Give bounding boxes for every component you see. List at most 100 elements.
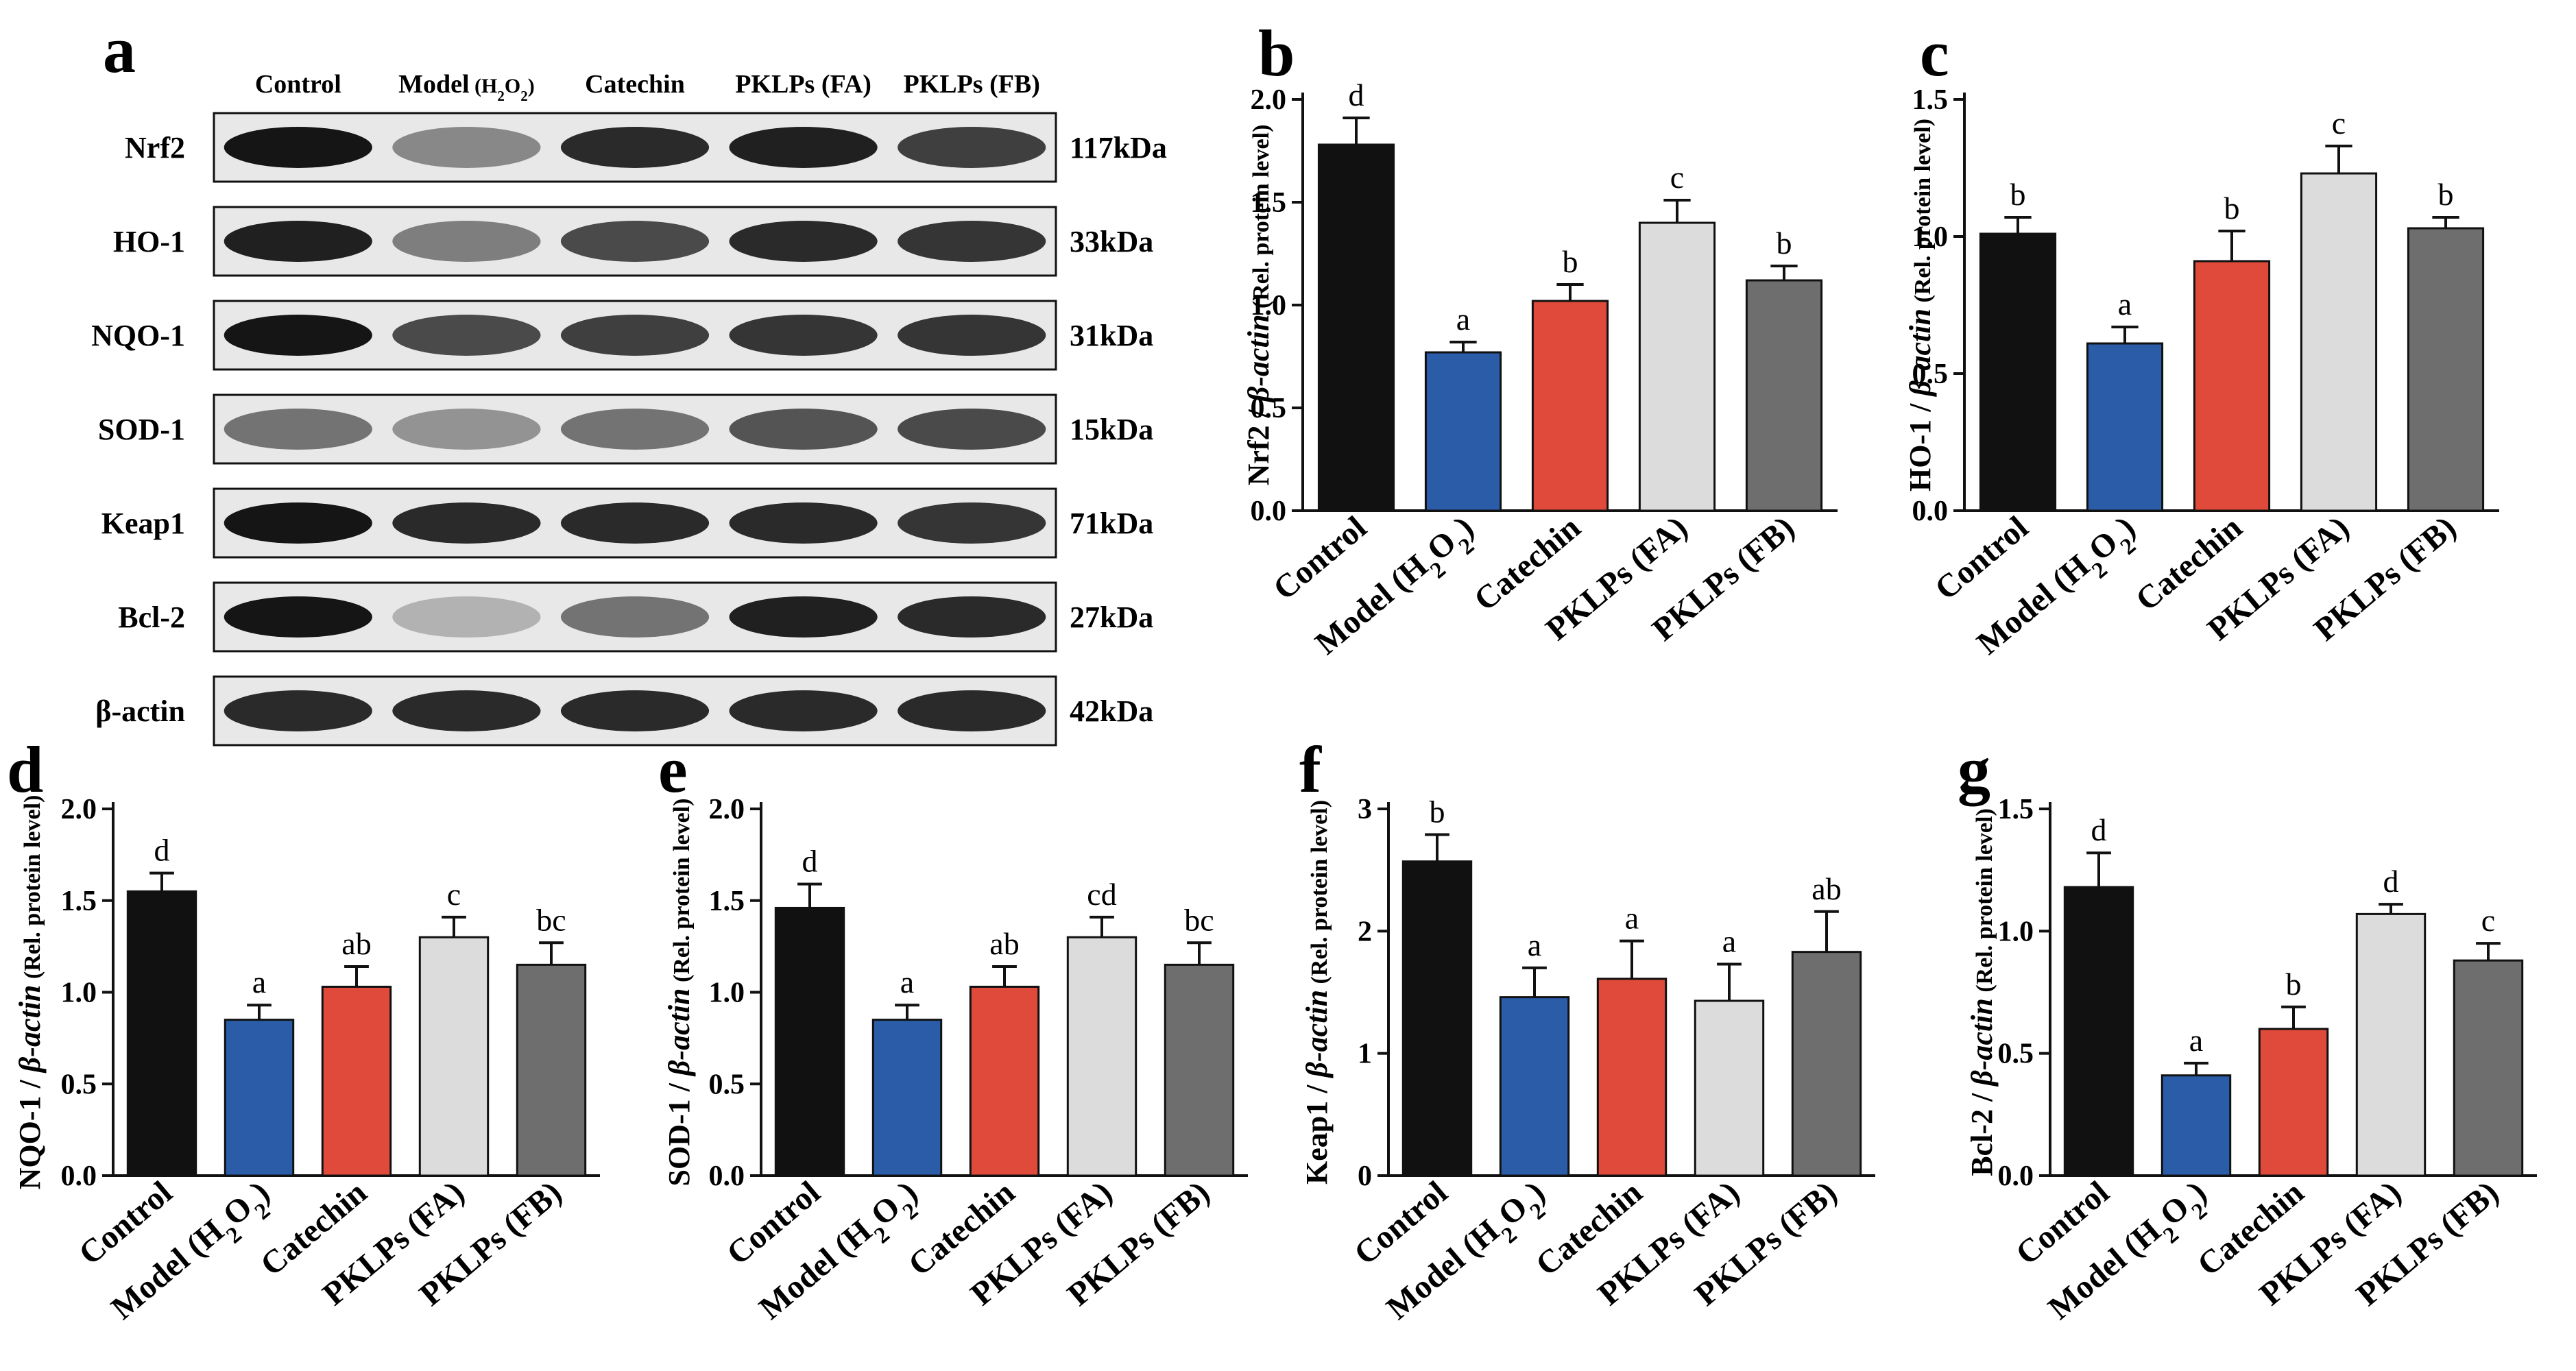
- panel-letter-f: f: [1299, 733, 1322, 806]
- significance-letter: b: [1430, 794, 1445, 829]
- y-axis-label-part: β-actin: [1903, 308, 1937, 398]
- y-tick-label: 2.0: [709, 794, 745, 825]
- bar: [418, 936, 490, 1177]
- blot-row-size: 33kDa: [1070, 225, 1153, 258]
- panel-letter-g: g: [1958, 733, 1990, 806]
- blot-band: [560, 221, 710, 262]
- y-axis-label: Keap1 / β-actin (Rel. protein level): [1300, 800, 1334, 1185]
- bar: [2086, 342, 2164, 512]
- y-tick-label: 1.5: [709, 886, 745, 917]
- significance-letter: a: [2118, 287, 2132, 321]
- bar: [126, 890, 197, 1177]
- blot-band: [898, 127, 1046, 168]
- significance-letter: c: [447, 877, 461, 912]
- blot-band: [898, 221, 1046, 262]
- blot-row: SOD-1 15kDa: [98, 393, 1153, 465]
- blot-band: [224, 502, 372, 544]
- blot-row-label: NQO-1: [91, 319, 185, 352]
- y-tick-label: 0.0: [1251, 496, 1287, 527]
- label-part: Model: [1970, 577, 2062, 662]
- significance-letter: a: [1456, 302, 1470, 337]
- y-tick-label: 0.5: [1998, 1039, 2034, 1070]
- blot-band: [729, 127, 878, 168]
- blot-band: [392, 596, 541, 638]
- blot-band: [224, 596, 372, 638]
- significance-letter: d: [2091, 812, 2107, 847]
- bar: [1694, 999, 1765, 1177]
- bar: [1499, 996, 1570, 1177]
- bar: [2193, 260, 2271, 512]
- y-axis-label-part: Keap1 /: [1300, 1078, 1334, 1185]
- significance-letter: c: [2332, 106, 2346, 141]
- significance-letter: ab: [989, 926, 1019, 961]
- blot-band: [224, 221, 372, 262]
- blot-row: HO-1 33kDa: [113, 206, 1153, 277]
- y-tick-label: 1.0: [1251, 290, 1287, 321]
- blot-band: [729, 502, 878, 544]
- blot-row-label: Nrf2: [125, 131, 185, 165]
- panel-a-western-blot: a Control Model (H2O2) Catechin PKLPs (FA) PK…: [91, 13, 1167, 747]
- bar: [2258, 1028, 2329, 1177]
- blot-column-header-suffix: [470, 75, 475, 97]
- blot-band: [729, 690, 878, 731]
- chart-e: e 0.0 0.5 1.0 1.5 2.0 SOD-1 / β-actin (Rel. pr…: [658, 733, 1248, 1327]
- panel-letter-a: a: [103, 13, 136, 86]
- blot-column-header: Control: [255, 70, 341, 99]
- blot-row-label: Keap1: [101, 507, 185, 540]
- label-part: O: [216, 1189, 259, 1233]
- y-axis-label-unit: (Rel. protein level): [1910, 119, 1936, 308]
- bar: [1531, 300, 1609, 512]
- label-part: PKLPs: [1539, 555, 1639, 648]
- bar: [2160, 1074, 2232, 1177]
- y-tick-label: 0.0: [709, 1161, 745, 1192]
- bar: [1638, 221, 1716, 512]
- y-axis-label: HO-1 / β-actin (Rel. protein level): [1903, 119, 1937, 492]
- bar: [969, 985, 1040, 1177]
- label-part: ): [528, 75, 535, 97]
- label-part: O: [505, 75, 520, 97]
- label-part: PKLPs: [1646, 556, 1746, 648]
- label-part: O: [1491, 1189, 1534, 1233]
- bar: [516, 963, 587, 1177]
- y-axis-label-unit: (Rel. protein level): [1249, 125, 1274, 315]
- blot-column-header: PKLPs (FB): [903, 70, 1039, 99]
- blot-row: NQO-1 31kDa: [91, 300, 1153, 371]
- y-tick-label: 1.0: [61, 978, 97, 1009]
- significance-letter: a: [252, 964, 266, 999]
- y-tick-label: 2.0: [61, 794, 97, 825]
- blot-band: [560, 127, 710, 168]
- y-axis-label-part: β-actin: [13, 985, 47, 1074]
- y-tick-label: 0.5: [61, 1069, 97, 1100]
- y-axis-label-part: HO-1 /: [1903, 396, 1937, 492]
- label-part: O: [2082, 524, 2125, 568]
- significance-letter: d: [1349, 77, 1364, 112]
- y-axis-label-part: β-actin: [662, 988, 696, 1077]
- chart-d: d 0.0 0.5 1.0 1.5 2.0 NQO-1 / β-actin (Rel. pr…: [7, 733, 600, 1327]
- significance-letter: bc: [1184, 902, 1214, 937]
- blot-band: [224, 315, 372, 356]
- bar: [1979, 232, 2057, 512]
- label-part: Model: [104, 1241, 196, 1327]
- bar: [1317, 143, 1395, 512]
- label-part: Model: [1308, 577, 1400, 662]
- panel-letter-e: e: [658, 733, 688, 806]
- label-part: Model: [752, 1241, 844, 1327]
- chart-f: f 0 1 2 3 Keap1 / β-actin (Rel. protein level…: [1299, 733, 1875, 1326]
- blot-row-label: HO-1: [113, 225, 185, 258]
- y-tick-label: 0.0: [1912, 496, 1949, 527]
- y-axis-label-unit: (Rel. protein level): [20, 795, 45, 985]
- blot-band: [560, 596, 710, 638]
- blot-row-size: 42kDa: [1070, 694, 1153, 728]
- blot-band: [560, 315, 710, 356]
- panel-letter-d: d: [7, 733, 43, 806]
- blot-band: [729, 409, 878, 450]
- blot-band: [392, 127, 541, 168]
- blot-band: [898, 596, 1046, 638]
- label-part: 2: [497, 88, 505, 104]
- blot-column-header-suffix: (H2O2): [474, 75, 535, 104]
- blot-band: [392, 409, 541, 450]
- blot-band: [898, 690, 1046, 731]
- blot-row-size: 71kDa: [1070, 507, 1153, 540]
- blot-band: [729, 221, 878, 262]
- blot-row-size: 27kDa: [1070, 600, 1153, 634]
